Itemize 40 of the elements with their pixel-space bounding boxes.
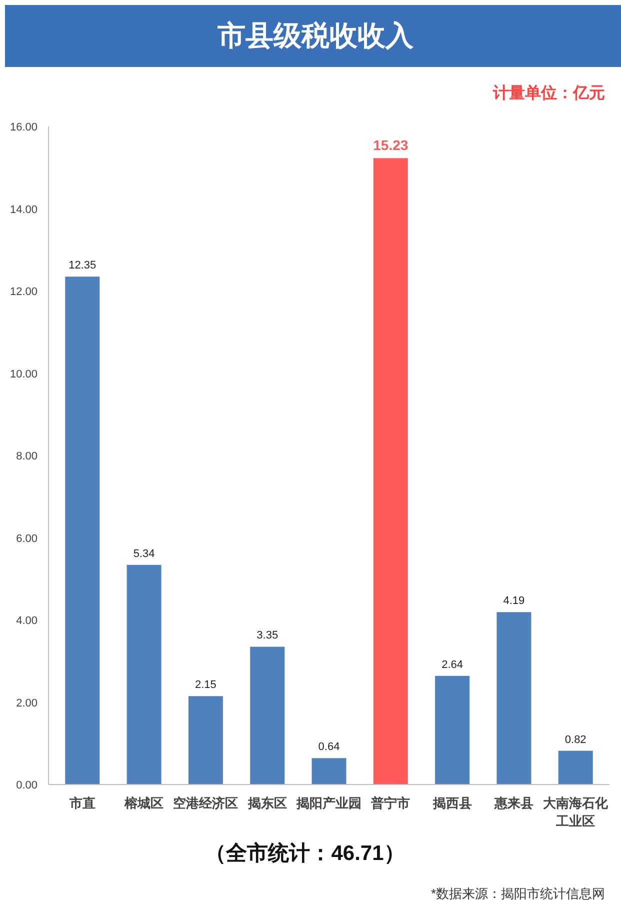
bar — [558, 750, 593, 784]
data-label: 4.19 — [503, 595, 525, 608]
data-label: 5.34 — [133, 548, 155, 560]
chart-title: 市县级税收收入 — [218, 19, 414, 53]
x-tick-label: 揭西县 — [432, 796, 472, 810]
text: *数据来源：揭阳市统计信息网 — [430, 885, 605, 903]
y-tick-label: 4.00 — [16, 615, 38, 627]
data-label: 12.35 — [68, 260, 96, 272]
x-tick-label: 普宁市 — [370, 796, 410, 810]
data-label: 0.64 — [318, 741, 340, 754]
y-tick-label: 8.00 — [16, 450, 38, 462]
data-label: 3.35 — [256, 630, 278, 642]
bar — [65, 276, 100, 784]
x-tick-label: 揭阳产业园 — [296, 796, 362, 810]
bar — [126, 564, 162, 784]
data-label: 2.64 — [442, 658, 464, 671]
bar — [250, 646, 285, 784]
text: 计量单位：亿元 — [493, 84, 605, 104]
bar — [373, 158, 408, 784]
data-label: 0.82 — [564, 734, 586, 746]
text: （全市统计：46.71） — [205, 840, 405, 867]
x-tick-label: 揭东区 — [246, 796, 287, 810]
x-tick-label: 市直 — [68, 796, 96, 810]
x-tick-label: 榕城区 — [124, 796, 164, 810]
bar — [188, 696, 223, 784]
bar — [312, 758, 346, 784]
y-tick-label: 2.00 — [16, 697, 38, 710]
x-tick-label: 大南海石化工业区 — [543, 796, 610, 828]
x-tick-label: 空港经济区 — [173, 796, 238, 810]
y-tick-label: 0.00 — [16, 780, 38, 792]
x-tick-label: 惠来县 — [493, 796, 534, 810]
data-label: 2.15 — [195, 679, 216, 692]
y-tick-label: 14.00 — [10, 204, 38, 216]
y-tick-label: 6.00 — [16, 532, 38, 545]
y-tick-label: 16.00 — [10, 122, 38, 134]
y-tick-label: 12.00 — [10, 286, 38, 298]
bar — [496, 612, 532, 784]
data-label: 15.23 — [373, 137, 408, 154]
y-tick-label: 10.00 — [10, 368, 38, 380]
bar — [435, 676, 470, 784]
